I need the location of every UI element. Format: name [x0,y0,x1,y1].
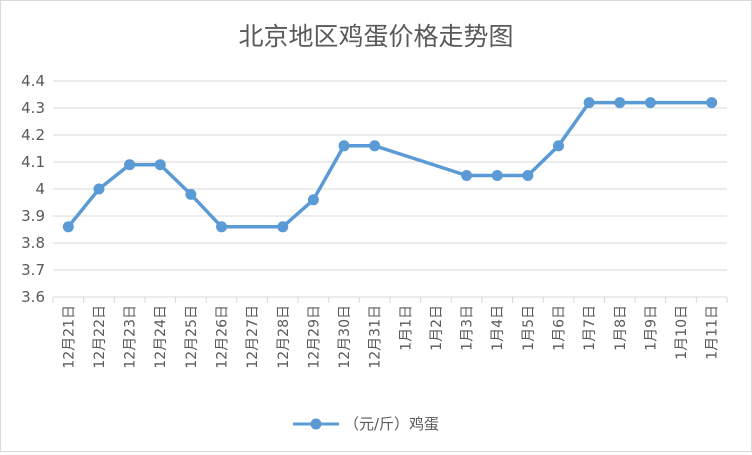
y-tick-label: 4 [35,180,45,198]
x-tick-label: 1月1日 [398,305,414,351]
y-tick-label: 4.1 [21,153,45,171]
data-point [93,183,105,195]
x-tick-label: 1月8日 [613,305,629,351]
y-tick-label: 3.7 [21,261,45,279]
legend-label: （元/斤）鸡蛋 [344,415,439,433]
x-tick-label: 1月7日 [582,305,598,351]
x-tick-label: 12月24日 [153,305,169,369]
series-layer [62,97,718,233]
data-point [216,221,227,233]
x-tick-label: 12月29日 [306,305,322,369]
x-tick-label: 12月22日 [92,305,108,369]
y-tick-label: 3.8 [21,234,45,252]
y-axis: 4.4 4.3 4.2 4.1 4 3.9 3.8 3.7 3.6 [21,72,45,306]
data-point [154,159,166,171]
x-tick-label: 12月26日 [215,305,231,369]
x-tick-label: 12月28日 [276,305,292,369]
data-point [706,97,718,109]
data-point [491,170,503,181]
gridlines [53,80,727,298]
legend: （元/斤）鸡蛋 [293,415,439,433]
x-tick-label: 1月9日 [643,305,659,351]
x-tick-label: 1月6日 [552,305,568,351]
data-point [522,170,534,181]
x-tick-label: 12月30日 [337,305,353,369]
y-tick-label: 4.2 [21,126,45,144]
x-axis: 12月21日 12月22日 12月23日 12月24日 12月25日 12月26日 12月2… [52,297,728,369]
x-tick-label: 1月11日 [705,305,721,360]
x-tick-label: 1月5日 [521,305,537,351]
x-tick-label: 1月10日 [674,305,690,360]
data-point [277,221,289,233]
data-point [124,159,136,171]
x-tick-label: 12月21日 [61,305,77,369]
data-point [461,170,473,181]
data-point [644,97,656,109]
x-tick-label: 1月4日 [490,305,506,351]
x-tick-label: 1月2日 [429,305,445,351]
data-point [338,140,350,152]
data-point [614,97,626,109]
data-point [369,140,381,152]
x-tick-label: 12月25日 [184,305,200,369]
y-tick-label: 4.4 [21,72,45,90]
y-tick-label: 3.6 [21,288,45,306]
legend-marker [310,418,322,430]
x-tick-label: 12月23日 [123,305,139,369]
x-tick-label: 12月31日 [368,305,384,369]
x-tick-label: 1月3日 [460,305,476,351]
data-point [583,97,595,109]
data-point [62,221,74,233]
x-tick-label: 12月27日 [245,305,261,369]
y-tick-label: 3.9 [21,207,45,225]
data-point [307,194,319,206]
data-point [185,188,197,200]
y-tick-label: 4.3 [21,99,45,117]
data-point [553,140,564,152]
chart-title: 北京地区鸡蛋价格走势图 [238,22,513,51]
